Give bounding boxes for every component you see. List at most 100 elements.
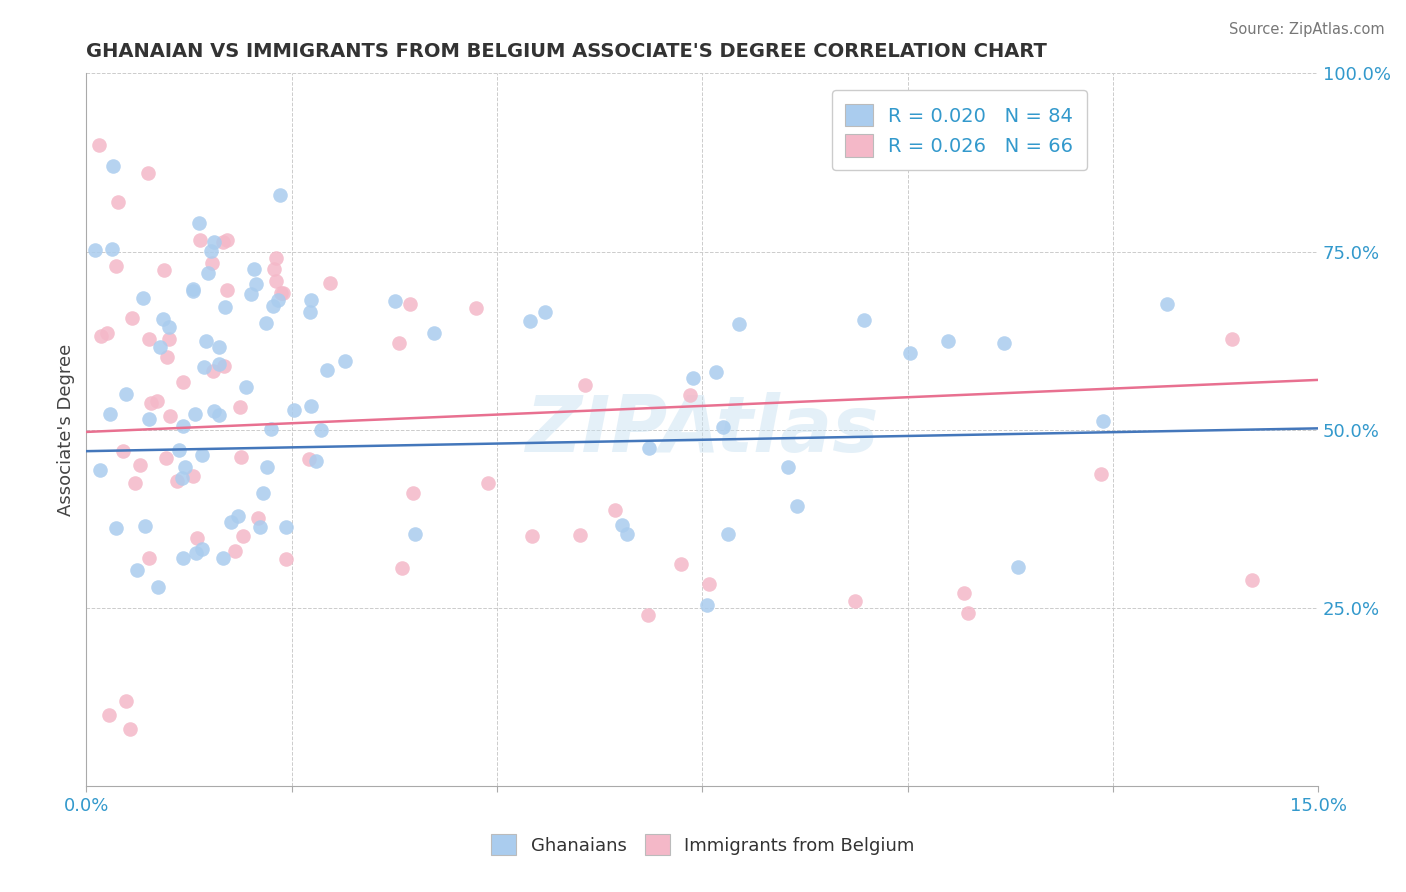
Point [274, 520, 297, 534]
Point [704, 365, 727, 379]
Point [172, 551, 194, 566]
Point [100, 242, 122, 256]
Point [786, 500, 808, 514]
Point [166, 474, 188, 488]
Point [197, 266, 219, 280]
Point [167, 443, 190, 458]
Point [132, 292, 155, 306]
Point [778, 460, 800, 475]
Point [201, 255, 224, 269]
Point [574, 377, 596, 392]
Point [202, 364, 225, 378]
Point [534, 304, 557, 318]
Point [157, 320, 180, 334]
Point [200, 244, 222, 258]
Point [616, 526, 638, 541]
Point [89, 329, 111, 343]
Point [305, 454, 328, 468]
Point [120, 722, 142, 736]
Point [184, 407, 207, 421]
Point [141, 395, 163, 409]
Point [191, 541, 214, 556]
Point [172, 419, 194, 434]
Point [202, 235, 225, 250]
Point [208, 358, 231, 372]
Legend: R = 0.020   N = 84, R = 0.026   N = 66: R = 0.020 N = 84, R = 0.026 N = 66 [832, 90, 1087, 170]
Point [98, 407, 121, 421]
Point [127, 563, 149, 577]
Point [121, 311, 143, 326]
Point [637, 607, 659, 622]
Point [104, 259, 127, 273]
Point [309, 423, 332, 437]
Point [1220, 332, 1243, 346]
Point [193, 360, 215, 375]
Point [298, 452, 321, 467]
Point [333, 354, 356, 368]
Point [149, 340, 172, 354]
Point [155, 451, 177, 466]
Point [138, 412, 160, 426]
Point [211, 551, 233, 566]
Legend: Ghanaians, Immigrants from Belgium: Ghanaians, Immigrants from Belgium [477, 820, 929, 870]
Point [245, 277, 267, 292]
Point [263, 261, 285, 276]
Point [276, 552, 298, 566]
Point [83, 243, 105, 257]
Point [696, 598, 718, 612]
Point [170, 471, 193, 485]
Point [391, 561, 413, 575]
Point [136, 166, 159, 180]
Point [181, 282, 204, 296]
Point [181, 285, 204, 299]
Point [187, 216, 209, 230]
Point [1240, 573, 1263, 587]
Point [260, 421, 283, 435]
Point [318, 276, 340, 290]
Point [299, 293, 322, 307]
Point [388, 335, 411, 350]
Point [568, 528, 591, 542]
Point [243, 261, 266, 276]
Point [219, 515, 242, 529]
Point [402, 486, 425, 500]
Point [215, 283, 238, 297]
Point [138, 332, 160, 346]
Point [89, 462, 111, 476]
Point [240, 287, 263, 301]
Point [211, 235, 233, 249]
Point [194, 334, 217, 349]
Point [399, 297, 422, 311]
Point [115, 386, 138, 401]
Point [191, 448, 214, 462]
Text: Source: ZipAtlas.com: Source: ZipAtlas.com [1229, 22, 1385, 37]
Point [105, 521, 128, 535]
Point [249, 520, 271, 534]
Point [953, 586, 976, 600]
Point [638, 441, 661, 455]
Text: ZIPAtlas: ZIPAtlas [526, 392, 879, 467]
Point [1091, 414, 1114, 428]
Point [208, 408, 231, 422]
Point [252, 486, 274, 500]
Point [186, 531, 208, 545]
Point [711, 420, 734, 434]
Point [266, 252, 288, 266]
Point [183, 469, 205, 483]
Point [157, 332, 180, 346]
Point [679, 388, 702, 402]
Point [214, 300, 236, 314]
Y-axis label: Associate's Degree: Associate's Degree [58, 343, 75, 516]
Point [898, 346, 921, 360]
Point [299, 305, 322, 319]
Point [669, 557, 692, 571]
Point [232, 528, 254, 542]
Point [134, 518, 156, 533]
Point [96, 326, 118, 340]
Point [697, 576, 720, 591]
Point [184, 546, 207, 560]
Point [148, 580, 170, 594]
Point [231, 450, 253, 465]
Point [605, 502, 627, 516]
Point [957, 606, 980, 620]
